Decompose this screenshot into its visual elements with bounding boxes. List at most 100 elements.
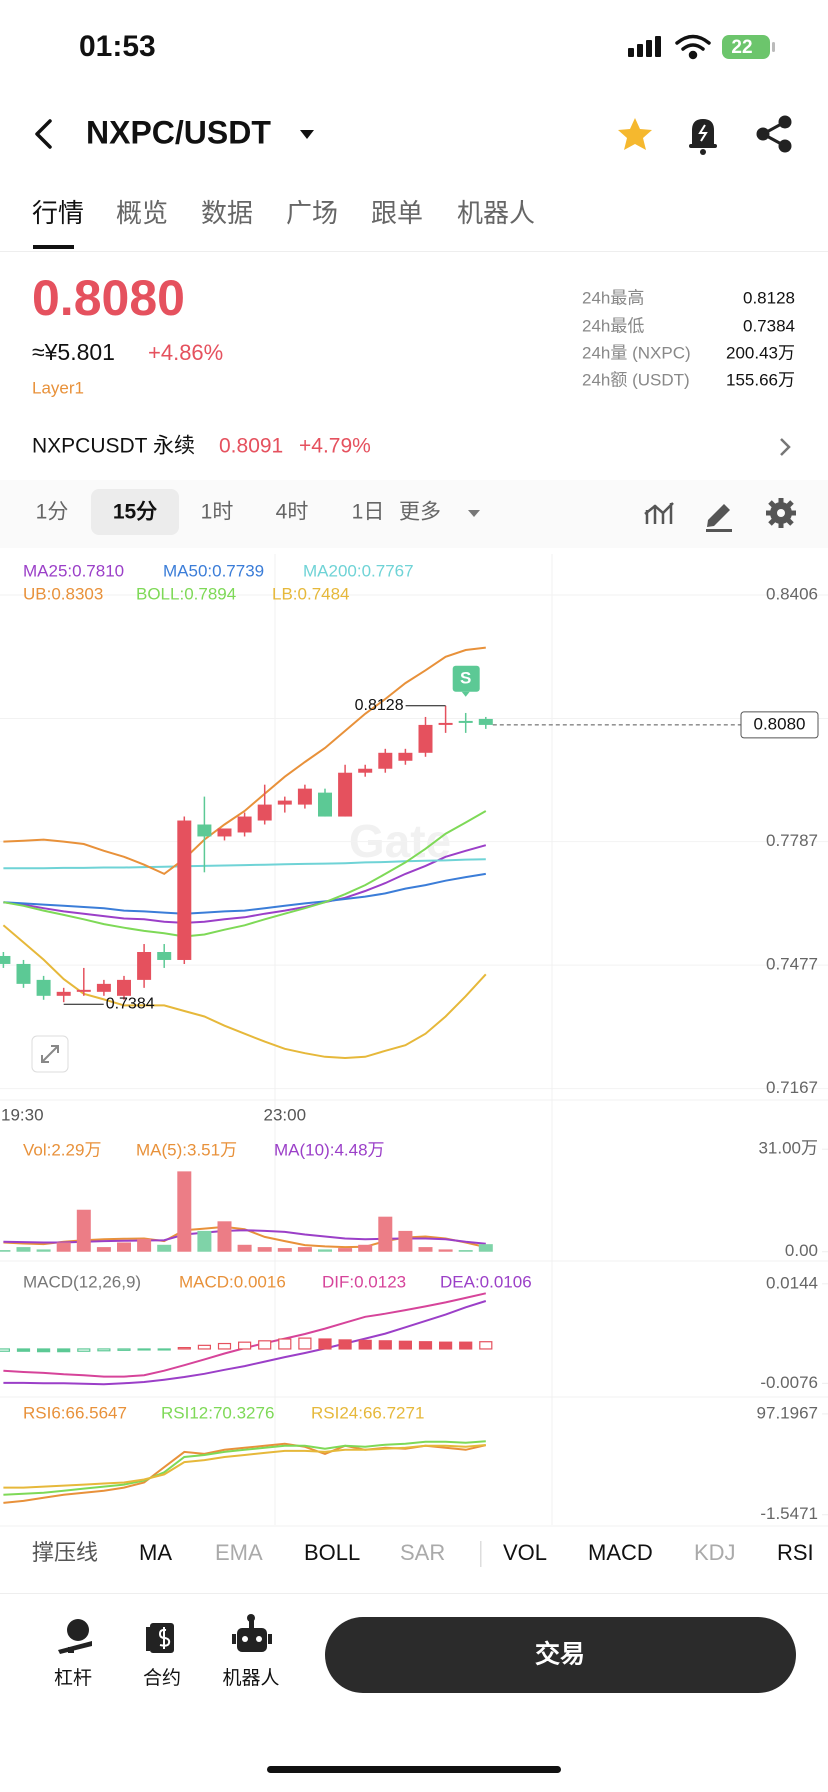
indicator-line	[2, 924, 487, 1060]
y-tick-label: 0.8406	[766, 585, 818, 604]
stat-value: 155.66万	[726, 370, 795, 389]
macd-title: MACD(12,26,9)	[23, 1272, 141, 1291]
y-tick-label: 0.7477	[766, 955, 818, 974]
settings-icon[interactable]	[766, 498, 796, 528]
y-tick-label: 97.1967	[757, 1403, 818, 1422]
y-tick-label: -0.0076	[760, 1373, 818, 1392]
legend-entry: UB:0.8303	[23, 584, 103, 603]
legend-entry: LB:0.7484	[272, 584, 350, 603]
timeframe[interactable]: 更多	[399, 501, 441, 524]
tab[interactable]: 广场	[286, 198, 338, 228]
macd-bar	[197, 1344, 211, 1350]
perp-name: NXPCUSDT 永续	[32, 435, 195, 458]
share-button[interactable]	[756, 115, 792, 153]
legend-entry: MA(5):3.51万	[136, 1140, 237, 1159]
macd-label: MACD:0.0016	[179, 1272, 286, 1291]
macd-bar	[418, 1341, 433, 1350]
trade-marker[interactable]	[452, 665, 480, 692]
timeframe[interactable]: 4时	[276, 501, 309, 524]
candle-body	[318, 792, 332, 817]
indicator-toggle[interactable]: KDJ	[694, 1540, 736, 1565]
candle-body	[358, 768, 373, 773]
candle-body	[478, 718, 493, 725]
indicator-toggle[interactable]: EMA	[215, 1540, 263, 1565]
volume-bar	[197, 1230, 212, 1252]
candle-body	[16, 963, 31, 984]
indicator-toggle[interactable]: MACD	[588, 1540, 653, 1565]
nav-label[interactable]: 机器人	[222, 1667, 279, 1689]
candle-body	[257, 804, 272, 821]
trade-button-label[interactable]: 交易	[535, 1640, 585, 1669]
pair-dropdown[interactable]	[300, 130, 314, 139]
candle-body	[378, 752, 393, 769]
candle-body	[277, 800, 292, 805]
indicator-toggle[interactable]: SAR	[400, 1540, 445, 1565]
indicator-toggle[interactable]: 撑压线	[32, 1540, 98, 1565]
last-price-box	[740, 711, 819, 739]
macd-bar	[278, 1338, 292, 1350]
y-tick-label: 0.00	[785, 1241, 818, 1260]
y-tick-label: 31.00万	[758, 1139, 818, 1158]
draw-icon[interactable]	[706, 504, 732, 532]
pair-title[interactable]: NXPC/USDT	[86, 114, 271, 150]
nav-label[interactable]: 合约	[143, 1667, 181, 1689]
indicator-toggle[interactable]: RSI	[777, 1540, 814, 1565]
legend-entry: MA25:0.7810	[23, 561, 124, 580]
favorite-star[interactable]	[618, 118, 652, 150]
timeframe[interactable]: 15分	[113, 501, 157, 524]
volume-bar	[338, 1248, 353, 1252]
candle-body	[297, 788, 312, 805]
divider	[480, 1541, 482, 1567]
candle-body	[137, 951, 152, 980]
macd-bar	[77, 1348, 91, 1352]
indicator-toggle[interactable]: BOLL	[304, 1540, 360, 1565]
timeframe-active	[91, 489, 179, 535]
timeframe[interactable]: 1时	[201, 501, 234, 524]
legend-entry: BOLL:0.7894	[136, 584, 236, 603]
chart-area: Gate0.84060.80960.77870.74770.716719:302…	[0, 554, 828, 1527]
tab[interactable]: 数据	[201, 198, 253, 228]
nav-label[interactable]: 杠杆	[54, 1667, 92, 1689]
x-tick-label: 19:30	[1, 1105, 44, 1124]
perp-row[interactable]: NXPCUSDT 永续 0.8091 +4.79%	[32, 435, 791, 458]
tab[interactable]: 行情	[32, 198, 84, 228]
home-indicator	[267, 1766, 561, 1773]
timeframe[interactable]: 1日	[352, 501, 385, 524]
alert-bell[interactable]	[689, 119, 717, 155]
battery-icon: 22	[722, 35, 775, 59]
stat-label: 24h量 (NXPC)	[582, 343, 691, 362]
candle-body	[338, 772, 353, 817]
back-button[interactable]	[35, 119, 52, 149]
macd-bar	[378, 1340, 392, 1350]
macd-bar	[36, 1348, 51, 1353]
timeframe[interactable]: 1分	[36, 501, 69, 524]
candle-body	[0, 955, 11, 964]
legend-entry: MA200:0.7767	[303, 561, 414, 580]
y-tick-label: 0.7167	[766, 1078, 818, 1097]
tab[interactable]: 跟单	[371, 198, 423, 228]
bot-icon[interactable]	[232, 1614, 272, 1652]
futures-icon[interactable]	[146, 1623, 174, 1653]
trade-button[interactable]	[325, 1617, 796, 1693]
volume-bar	[257, 1247, 272, 1252]
indicator-line	[3, 1440, 486, 1496]
legend-entry: RSI6:66.5647	[23, 1403, 127, 1422]
indicator-toggle[interactable]: MA	[139, 1540, 172, 1565]
indicator-icon[interactable]	[644, 502, 674, 524]
y-tick-label: -1.5471	[760, 1504, 818, 1523]
macd-bar	[298, 1337, 312, 1350]
indicator-line	[3, 872, 486, 915]
macd-bar	[117, 1348, 131, 1351]
candle-body	[157, 951, 172, 960]
candle-body	[237, 816, 252, 833]
sector-tag[interactable]: Layer1	[32, 378, 84, 397]
macd-bar	[217, 1342, 232, 1350]
legend-entry: MA(10):4.48万	[274, 1140, 385, 1159]
leverage-icon[interactable]	[58, 1619, 92, 1654]
tab[interactable]: 概览	[116, 198, 168, 228]
stat-label: 24h最低	[582, 316, 644, 335]
indicator-toggle[interactable]: VOL	[503, 1540, 547, 1565]
more-dropdown[interactable]	[468, 510, 480, 517]
tab[interactable]: 机器人	[457, 198, 535, 228]
